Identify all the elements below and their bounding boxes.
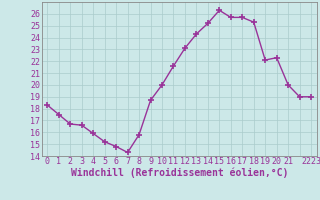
X-axis label: Windchill (Refroidissement éolien,°C): Windchill (Refroidissement éolien,°C) (70, 168, 288, 178)
